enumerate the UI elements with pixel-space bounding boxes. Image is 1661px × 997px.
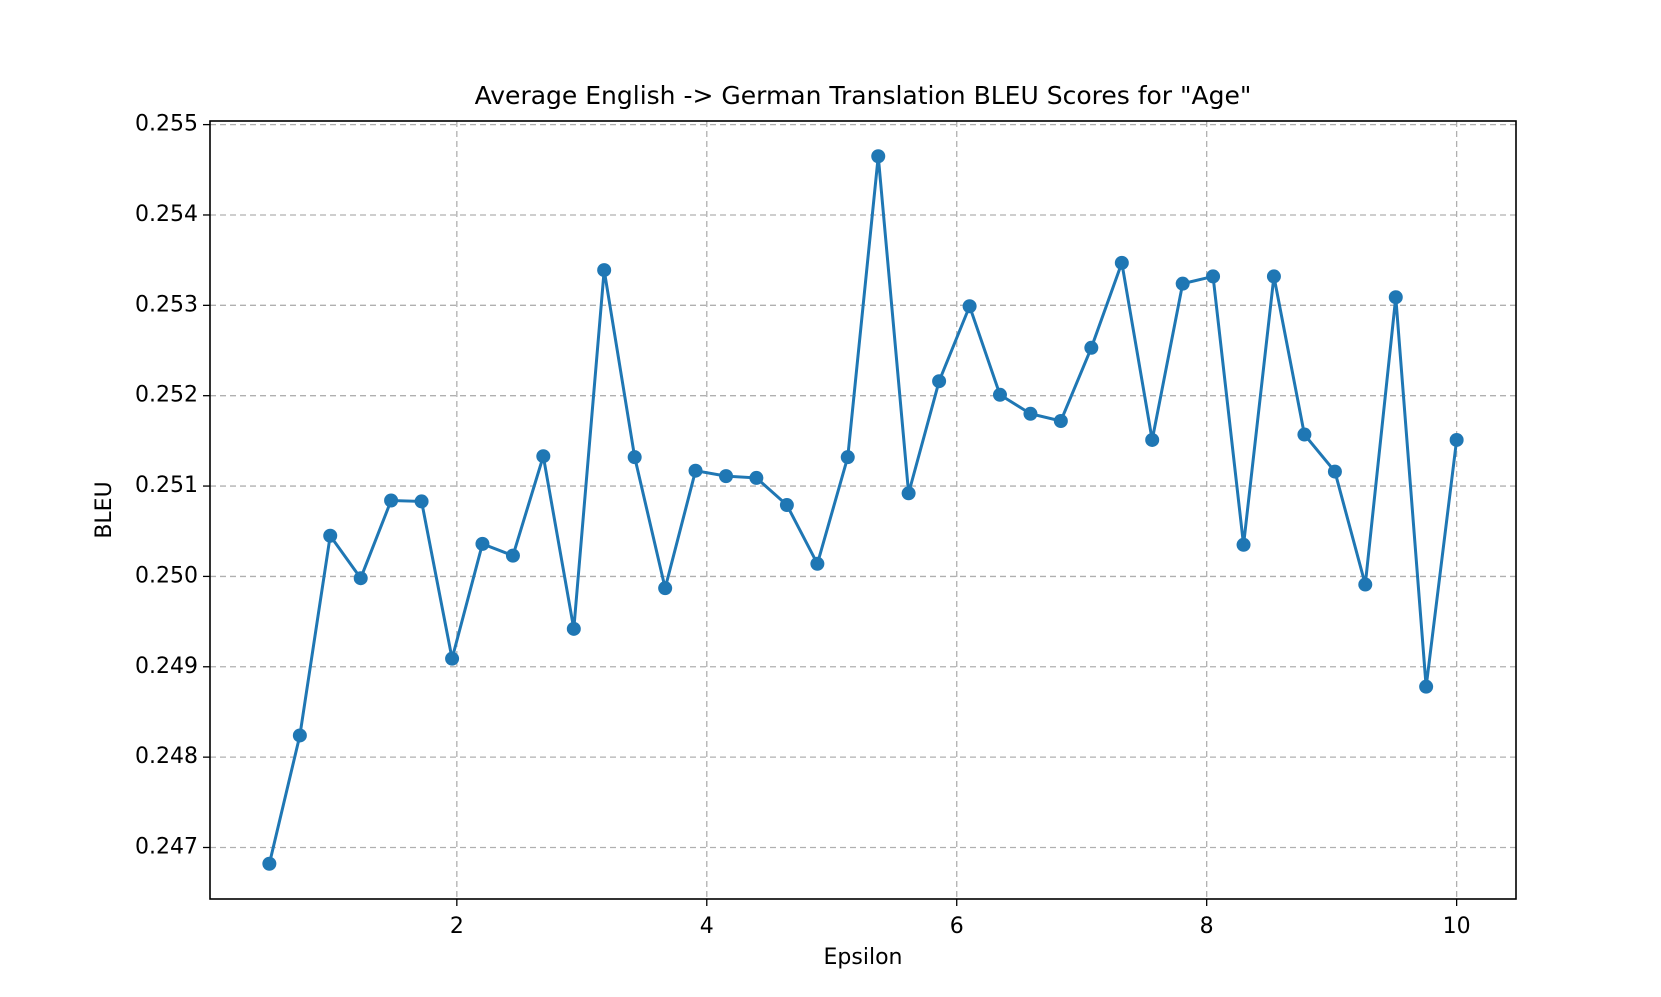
- chart-title: Average English -> German Translation BL…: [475, 81, 1252, 110]
- y-tick-label: 0.252: [135, 383, 198, 408]
- y-tick-label: 0.249: [135, 654, 198, 679]
- x-tick-label: 2: [450, 914, 464, 939]
- y-tick-label: 0.248: [135, 744, 198, 769]
- data-point: [810, 556, 825, 571]
- data-point: [1084, 340, 1099, 355]
- data-point: [688, 463, 703, 478]
- data-point: [1327, 464, 1342, 479]
- data-point: [871, 149, 886, 164]
- y-tick-label: 0.254: [135, 202, 198, 227]
- data-point: [627, 450, 642, 465]
- data-point: [262, 856, 277, 871]
- y-tick-label: 0.247: [135, 834, 198, 859]
- data-point: [505, 548, 520, 563]
- data-point: [384, 493, 399, 508]
- data-point: [962, 299, 977, 314]
- data-point: [597, 263, 612, 278]
- data-point: [475, 536, 490, 551]
- data-point: [1297, 427, 1312, 442]
- x-tick-label: 6: [950, 914, 964, 939]
- data-point: [901, 486, 916, 501]
- plot-frame: [209, 120, 1517, 900]
- x-tick-label: 4: [700, 914, 714, 939]
- y-tick-label: 0.250: [135, 563, 198, 588]
- data-point: [1175, 276, 1190, 291]
- data-point: [1053, 413, 1068, 428]
- data-point: [840, 450, 855, 465]
- y-axis-label: BLEU: [92, 481, 117, 538]
- data-point: [445, 651, 460, 666]
- data-point: [749, 470, 764, 485]
- series-line: [267, 156, 1459, 865]
- data-point: [1449, 432, 1464, 447]
- data-point: [1206, 269, 1221, 284]
- data-point: [932, 374, 947, 389]
- data-point: [1419, 679, 1434, 694]
- data-point: [1023, 406, 1038, 421]
- data-point: [719, 469, 734, 484]
- data-point: [658, 581, 673, 596]
- data-point: [536, 449, 551, 464]
- y-tick-label: 0.251: [135, 473, 198, 498]
- data-point: [566, 621, 581, 636]
- data-point: [779, 498, 794, 513]
- data-point: [1388, 290, 1403, 305]
- data-point: [292, 728, 307, 743]
- data-point: [992, 387, 1007, 402]
- data-point: [1236, 537, 1251, 552]
- data-point: [323, 528, 338, 543]
- data-point: [1358, 577, 1373, 592]
- data-point: [1266, 269, 1281, 284]
- x-axis-label: Epsilon: [824, 945, 903, 970]
- x-tick-label: 10: [1443, 914, 1471, 939]
- data-point: [414, 494, 429, 509]
- y-tick-label: 0.255: [135, 112, 198, 137]
- data-point: [353, 571, 368, 586]
- y-tick-label: 0.253: [135, 292, 198, 317]
- x-tick-label: 8: [1200, 914, 1214, 939]
- data-point: [1114, 255, 1129, 270]
- data-point: [1145, 432, 1160, 447]
